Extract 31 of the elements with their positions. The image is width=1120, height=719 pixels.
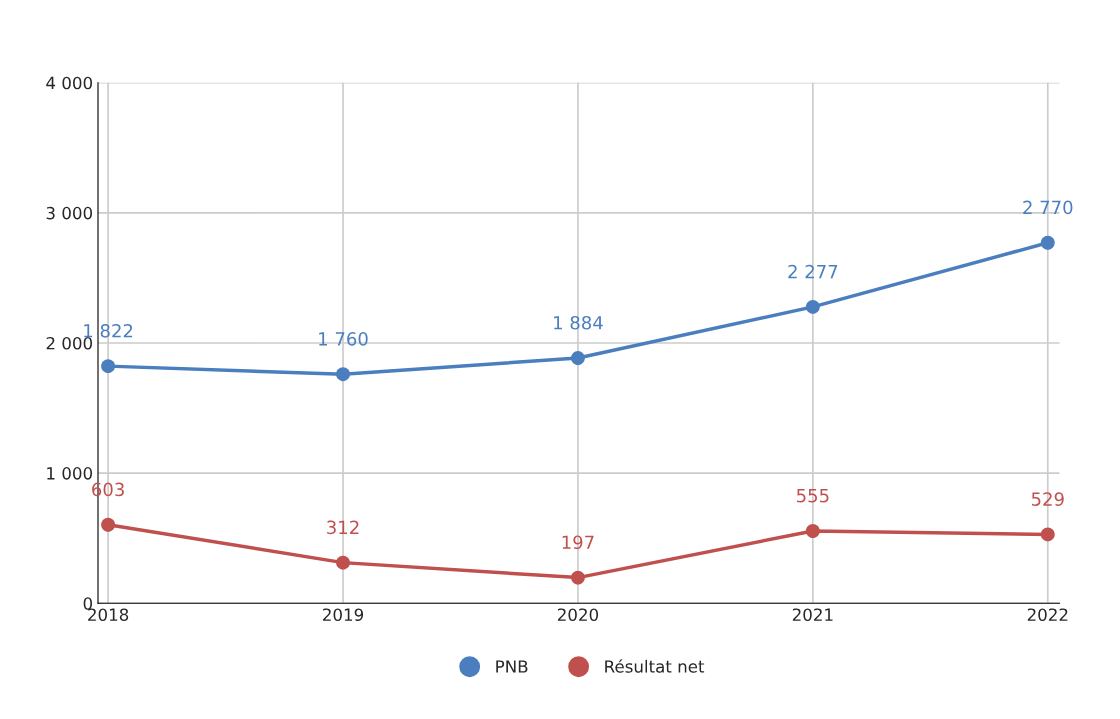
x-tick-label: 2022 xyxy=(1027,608,1068,621)
data-label: 555 xyxy=(797,489,829,503)
data-label: 529 xyxy=(1031,492,1064,506)
data-label: 1 822 xyxy=(84,323,133,338)
data-label: 2 770 xyxy=(1023,200,1073,215)
data-label: 2 277 xyxy=(788,264,838,279)
point xyxy=(101,517,116,532)
point xyxy=(570,570,585,585)
point xyxy=(1040,235,1055,250)
point xyxy=(336,367,350,382)
y-tick-label: 0 xyxy=(83,597,93,610)
data-label: 1 760 xyxy=(319,332,368,346)
x-tick-label: 2018 xyxy=(88,608,129,621)
x-tick-label: 2020 xyxy=(557,608,599,621)
point xyxy=(336,555,350,570)
x-tick-label: 2019 xyxy=(323,608,364,621)
data-label: 312 xyxy=(327,520,359,535)
point xyxy=(805,524,820,538)
legend-label: Résultat net xyxy=(605,659,705,673)
y-tick-label: 1 000 xyxy=(47,467,93,480)
y-tick-label: 2 000 xyxy=(46,336,93,350)
point xyxy=(1040,527,1055,542)
point xyxy=(570,351,585,365)
legend-label: PNB xyxy=(496,660,528,673)
data-label: 197 xyxy=(562,535,594,550)
data-label: 1 884 xyxy=(554,315,603,330)
point xyxy=(805,299,820,314)
y-tick-label: 3 000 xyxy=(46,206,93,220)
y-tick-label: 4 000 xyxy=(46,76,93,90)
point xyxy=(101,359,116,374)
x-tick-label: 2021 xyxy=(792,608,833,621)
